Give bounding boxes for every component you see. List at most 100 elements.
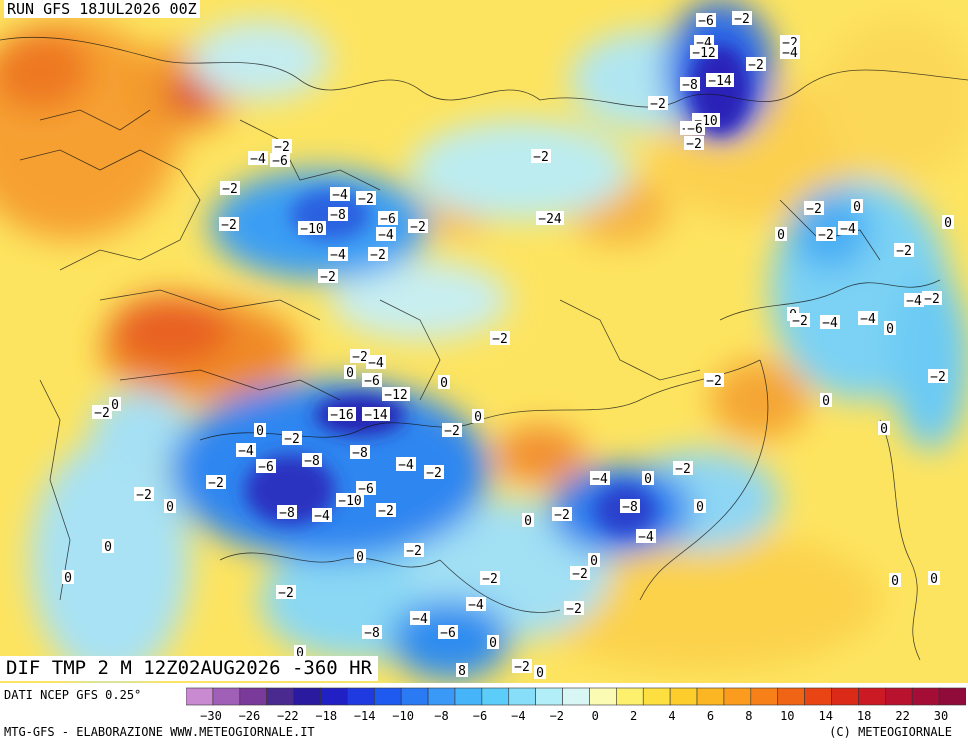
contour-label-bg [684, 136, 704, 150]
contour-label-bg [564, 601, 584, 615]
contour-label: −2 [378, 504, 394, 519]
contour-label: −2 [514, 660, 530, 675]
contour-label: −6 [272, 154, 288, 169]
contour-label-bg [490, 331, 510, 345]
contour-label-bg [480, 571, 500, 585]
contour-label: 0 [536, 666, 544, 681]
anomaly-cores [245, 45, 750, 535]
contour-label: −8 [330, 208, 346, 223]
legend-tick-label: 0 [592, 709, 599, 723]
legend-swatch [669, 687, 698, 706]
contour-label: −2 [675, 462, 691, 477]
contour-label: −2 [566, 602, 582, 617]
contour-label: −2 [444, 424, 460, 439]
contour-label: −8 [364, 626, 380, 641]
legend-tick-label: −10 [392, 709, 414, 723]
contour-label-bg [851, 199, 863, 213]
borders [0, 36, 968, 661]
contour-label-bg [302, 453, 322, 467]
legend-tick-label: 18 [857, 709, 871, 723]
contour-label: −4 [782, 46, 798, 61]
temperature-anomaly-map: −6−2−4−12−2−4−2−8−14−2−10−4−6−2−2−4−6−2−… [0, 0, 968, 683]
contour-label: 0 [524, 514, 532, 529]
contour-label: 0 [489, 636, 497, 651]
contour-label-bg [438, 625, 458, 639]
contour-label: −10 [300, 222, 323, 237]
contour-label-bg [256, 459, 276, 473]
contour-label: 0 [296, 646, 304, 661]
legend-swatch [777, 687, 805, 706]
contour-label-bg [704, 373, 724, 387]
contour-label-bg [382, 387, 410, 401]
contour-label-bg [270, 153, 290, 167]
legend-swatch [239, 687, 267, 706]
contour-label: −2 [358, 192, 374, 207]
contour-label-bg [248, 151, 268, 165]
contour-label: −2 [792, 314, 808, 329]
contour-label: 8 [458, 664, 466, 679]
legend-swatch [508, 687, 536, 706]
contour-label: 0 [440, 376, 448, 391]
contour-label: −4 [314, 509, 330, 524]
contour-label: −4 [238, 444, 254, 459]
contour-label: −2 [410, 220, 426, 235]
contour-label: 0 [944, 216, 952, 231]
legend-tick-label: −18 [315, 709, 337, 723]
legend-tick-label: −22 [277, 709, 299, 723]
contour-label: −4 [840, 222, 856, 237]
legend-swatch [427, 687, 456, 706]
run-label: RUN GFS 18JUL2026 00Z [4, 0, 200, 18]
legend-tick-label: −26 [239, 709, 261, 723]
contour-label-bg [404, 543, 424, 557]
contour-label-bg [362, 407, 390, 421]
contour-label-bg [220, 181, 240, 195]
contour-label-bg [376, 227, 396, 241]
legend-swatch [320, 687, 348, 706]
contour-label-bg [928, 369, 948, 383]
contour-label-bg [648, 96, 668, 110]
contour-label: −2 [406, 544, 422, 559]
contour-label: 0 [880, 422, 888, 437]
contour-label-bg [894, 243, 914, 257]
contour-label-bg [928, 571, 940, 585]
contour-label: −4 [378, 228, 394, 243]
legend-swatch [750, 687, 779, 706]
legend-swatch [535, 687, 563, 706]
legend-swatch [885, 687, 913, 706]
contour-label-bg [706, 73, 734, 87]
contour-label-bg [536, 211, 564, 225]
contour-label-bg [356, 481, 376, 495]
contour-label: −2 [221, 218, 237, 233]
legend-swatch [293, 687, 321, 706]
contour-label: −2 [734, 12, 750, 27]
contour-label: 0 [777, 228, 785, 243]
contour-label: −6 [687, 122, 703, 137]
contour-label: −4 [860, 312, 876, 327]
legend-swatch [266, 687, 294, 706]
legend-swatch [212, 687, 241, 706]
contour-label: −2 [896, 244, 912, 259]
contour-label-bg [442, 423, 462, 437]
credit-left: MTG-GFS - ELABORAZIONE WWW.METEOGIORNALE… [4, 725, 315, 739]
contour-label-bg [350, 349, 370, 363]
contour-label-bg [312, 508, 332, 522]
contour-label: −4 [468, 598, 484, 613]
contour-label-bg [746, 57, 766, 71]
contour-label: −10 [338, 494, 361, 509]
contour-label: 0 [891, 574, 899, 589]
contour-label-bg [780, 45, 800, 59]
legend-swatch [589, 687, 617, 706]
contour-label-bg [298, 221, 326, 235]
legend-tick-label: −30 [200, 709, 222, 723]
contour-label: −24 [538, 212, 562, 227]
contour-label-bg [276, 585, 296, 599]
contour-label: −2 [320, 270, 336, 285]
contour-label-bg [330, 187, 350, 201]
contour-label: −8 [304, 454, 320, 469]
contour-label-bg [92, 405, 112, 419]
contour-label-bg [685, 121, 705, 135]
contour-label-bg [680, 77, 700, 91]
contour-label: −4 [906, 294, 922, 309]
legend-swatch [858, 687, 886, 706]
contour-label: 0 [64, 571, 72, 586]
